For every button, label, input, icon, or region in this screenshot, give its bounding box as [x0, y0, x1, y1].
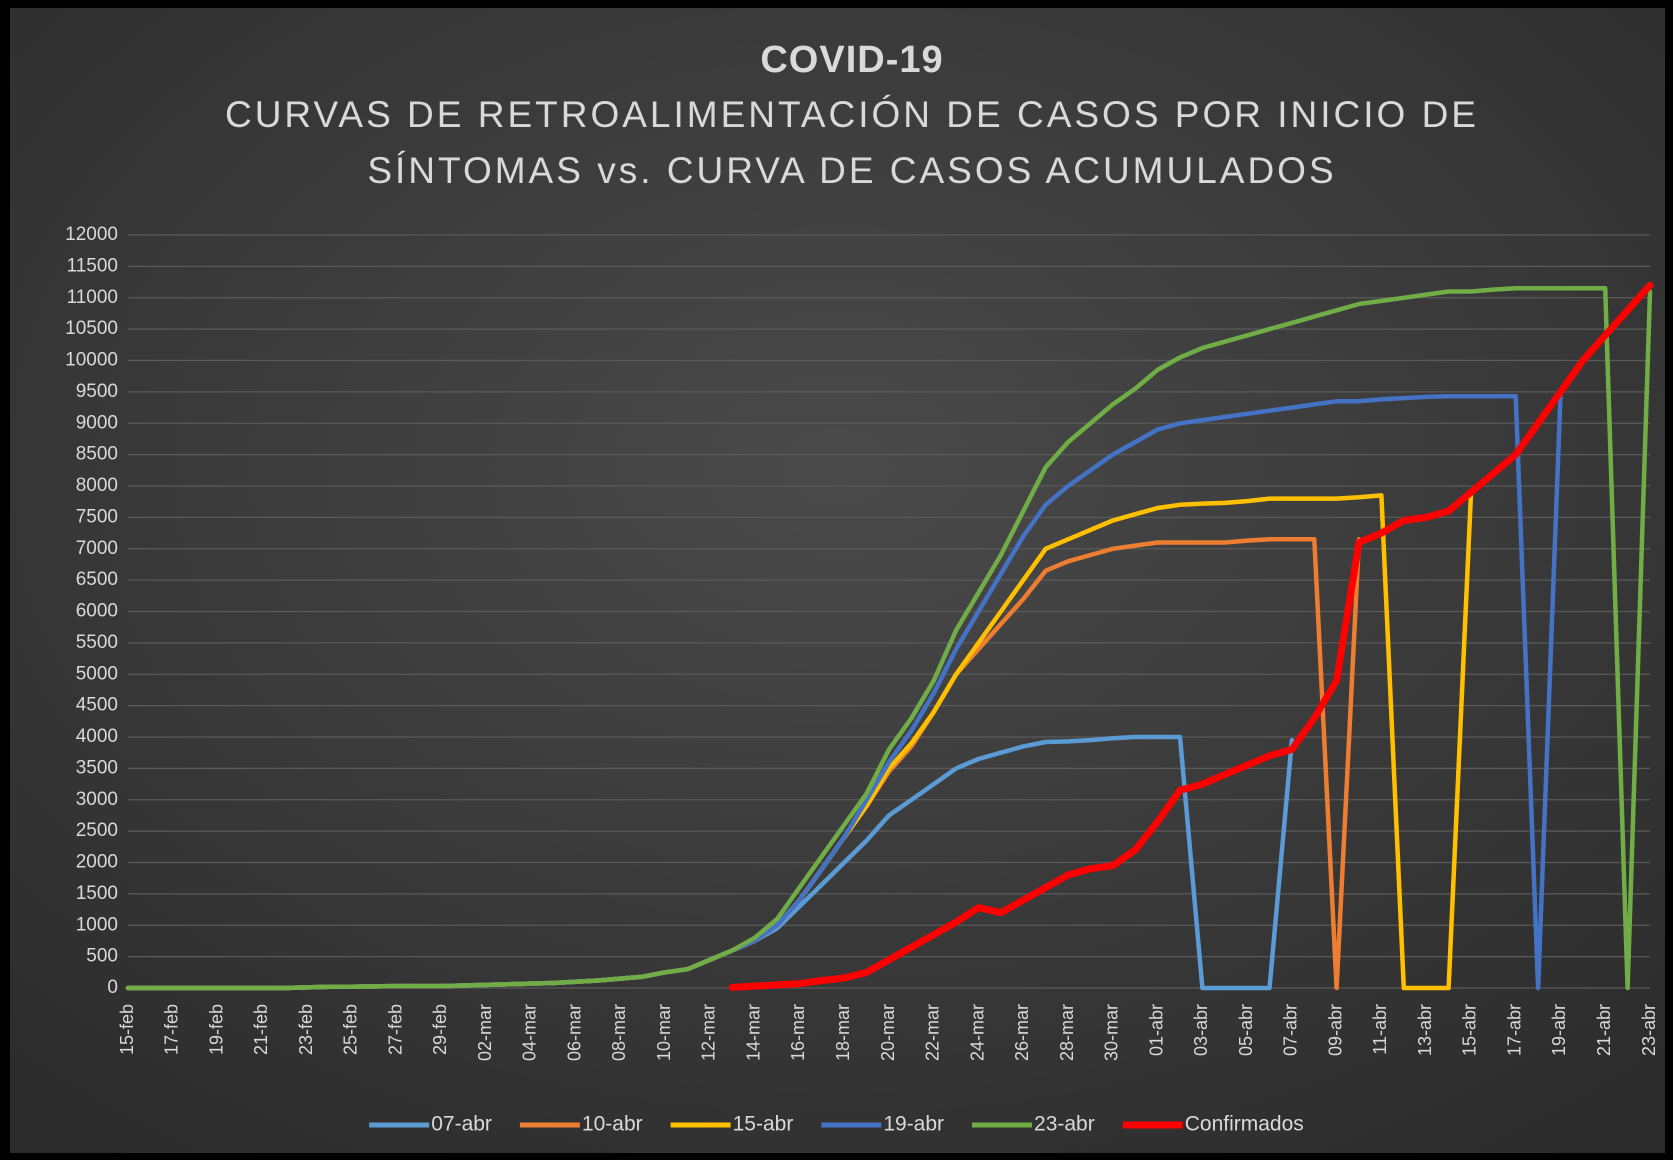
x-tick-label: 15-feb — [117, 1004, 137, 1055]
x-tick-label: 08-mar — [609, 1004, 629, 1061]
y-tick-label: 8000 — [76, 475, 118, 496]
series-line — [728, 281, 1654, 991]
y-tick-label: 2500 — [76, 820, 118, 841]
x-tick-label: 01-abr — [1146, 1004, 1166, 1056]
y-tick-label: 2000 — [76, 852, 118, 873]
x-tick-label: 29-feb — [430, 1004, 450, 1055]
series-line — [125, 286, 1653, 991]
legend-label: 23-abr — [1034, 1113, 1095, 1136]
x-tick-label: 23-feb — [296, 1004, 316, 1055]
legend-label: 15-abr — [733, 1113, 794, 1136]
x-tick-label: 16-mar — [788, 1004, 808, 1061]
y-tick-label: 10500 — [65, 318, 118, 339]
x-tick-label: 26-mar — [1012, 1004, 1032, 1061]
y-tick-label: 8500 — [76, 444, 118, 465]
y-tick-label: 7000 — [76, 538, 118, 559]
x-tick-label: 05-abr — [1236, 1004, 1256, 1056]
legend-label: Confirmados — [1185, 1113, 1304, 1136]
x-tick-label: 17-feb — [162, 1004, 182, 1055]
x-tick-label: 23-abr — [1639, 1004, 1659, 1056]
legend-label: 19-abr — [883, 1113, 944, 1136]
x-tick-label: 14-mar — [743, 1004, 763, 1061]
legend: 07-abr 10-abr 15-abr 19-abr 23-abr Confirmado… — [369, 1113, 1304, 1136]
y-tick-label: 3500 — [76, 757, 118, 778]
x-tick-label: 06-mar — [564, 1004, 584, 1061]
x-tick-label: 30-mar — [1102, 1004, 1122, 1061]
y-tick-label: 4000 — [76, 726, 118, 747]
x-tick-label: 10-mar — [654, 1004, 674, 1061]
x-tick-label: 19-abr — [1549, 1004, 1569, 1056]
x-tick-label: 02-mar — [475, 1004, 495, 1061]
y-tick-label: 1000 — [76, 914, 118, 935]
y-tick-label: 10000 — [65, 350, 118, 371]
x-tick-label: 27-feb — [385, 1004, 405, 1055]
x-tick-label: 07-abr — [1281, 1004, 1301, 1056]
x-tick-label: 03-abr — [1191, 1004, 1211, 1056]
x-tick-label: 15-abr — [1460, 1004, 1480, 1056]
x-tick-label: 19-feb — [206, 1004, 226, 1055]
x-tick-label: 11-abr — [1370, 1004, 1390, 1055]
legend-label: 10-abr — [582, 1113, 643, 1136]
y-tick-label: 11500 — [67, 255, 118, 276]
y-tick-label: 12000 — [65, 224, 118, 245]
y-tick-label: 0 — [107, 977, 118, 998]
chart-title: COVID-19 — [760, 39, 943, 81]
y-tick-label: 5500 — [76, 632, 118, 653]
x-tick-label: 21-feb — [251, 1004, 271, 1055]
y-tick-label: 9000 — [76, 412, 118, 433]
y-tick-label: 11000 — [67, 287, 118, 308]
y-tick-label: 6000 — [76, 601, 118, 622]
x-tick-label: 21-abr — [1594, 1004, 1614, 1056]
y-tick-label: 6500 — [76, 569, 118, 590]
x-tick-label: 17-abr — [1504, 1004, 1524, 1056]
x-tick-label: 12-mar — [699, 1004, 719, 1061]
legend-label: 07-abr — [431, 1113, 492, 1136]
x-tick-label: 09-abr — [1325, 1004, 1345, 1056]
x-tick-label: 24-mar — [967, 1004, 987, 1061]
y-tick-label: 9500 — [76, 381, 118, 402]
y-tick-label: 1500 — [76, 883, 118, 904]
y-tick-label: 4500 — [76, 695, 118, 716]
chart-subtitle: CURVAS DE RETROALIMENTACIÓN DE CASOS POR… — [225, 94, 1479, 135]
x-tick-label: 20-mar — [878, 1004, 898, 1061]
x-tick-label: 13-abr — [1415, 1004, 1435, 1056]
x-tick-label: 28-mar — [1057, 1004, 1077, 1061]
y-tick-label: 7500 — [76, 506, 118, 527]
x-tick-label: 04-mar — [520, 1004, 540, 1061]
y-tick-label: 3000 — [76, 789, 118, 810]
y-tick-label: 5000 — [76, 663, 118, 684]
y-tick-label: 500 — [86, 946, 118, 967]
x-tick-label: 18-mar — [833, 1004, 853, 1061]
chart-subtitle: SÍNTOMAS vs. CURVA DE CASOS ACUMULADOS — [367, 150, 1336, 191]
x-tick-label: 25-feb — [341, 1004, 361, 1055]
x-tick-label: 22-mar — [923, 1004, 943, 1061]
